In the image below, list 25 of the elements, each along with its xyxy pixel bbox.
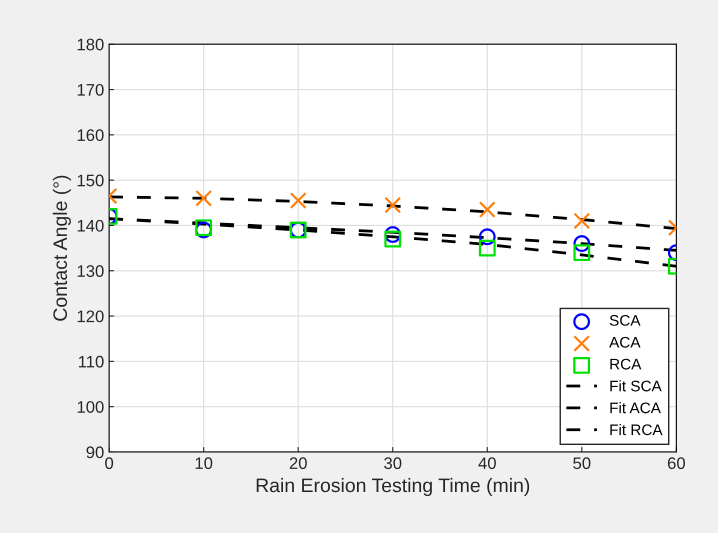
- y-tick-label: 130: [78, 265, 104, 277]
- y-tick-label: 100: [78, 401, 104, 413]
- x-tick-label: 10: [196, 457, 212, 470]
- x-axis-title: Rain Erosion Testing Time (min): [256, 478, 530, 496]
- legend-label: Fit SCA: [610, 380, 662, 392]
- x-tick-label: 30: [384, 457, 402, 470]
- y-tick-label: 120: [78, 310, 104, 322]
- x-tick-label: 40: [478, 457, 496, 470]
- y-tick-label: 140: [78, 220, 104, 232]
- y-tick-label: 160: [78, 129, 104, 142]
- x-tick-label: 50: [573, 457, 590, 470]
- legend-label: RCA: [610, 358, 642, 370]
- x-tick-label: 0: [105, 457, 114, 470]
- y-tick-label: 170: [78, 84, 104, 96]
- x-tick-label: 60: [668, 457, 685, 470]
- legend-label: ACA: [609, 336, 641, 348]
- legend-label: SCA: [610, 314, 641, 326]
- y-tick-label: 90: [86, 446, 104, 458]
- legend-label: Fit ACA: [610, 402, 661, 414]
- legend-label: Fit RCA: [610, 424, 663, 436]
- y-tick-label: 180: [78, 38, 104, 50]
- x-tick-label: 20: [290, 457, 307, 470]
- y-axis-title: Contact Angle (°): [52, 176, 71, 321]
- y-tick-label: 110: [78, 356, 104, 368]
- y-tick-label: 150: [78, 174, 104, 186]
